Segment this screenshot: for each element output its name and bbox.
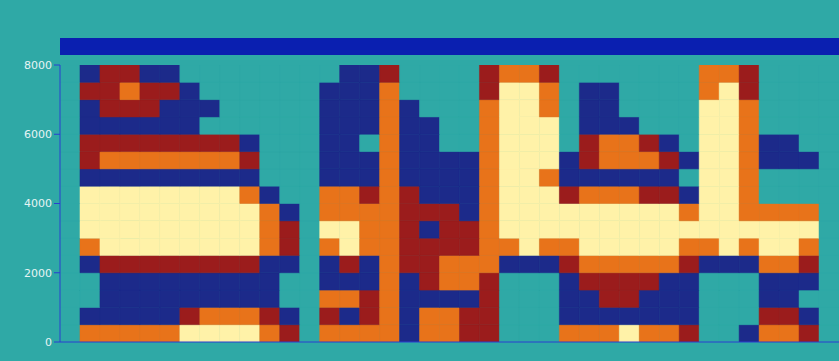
svg-text:0: 0 [45, 336, 52, 349]
svg-text:8000: 8000 [24, 59, 52, 72]
svg-text:2000: 2000 [24, 267, 52, 280]
svg-text:6000: 6000 [24, 128, 52, 141]
svg-text:4000: 4000 [24, 197, 52, 210]
